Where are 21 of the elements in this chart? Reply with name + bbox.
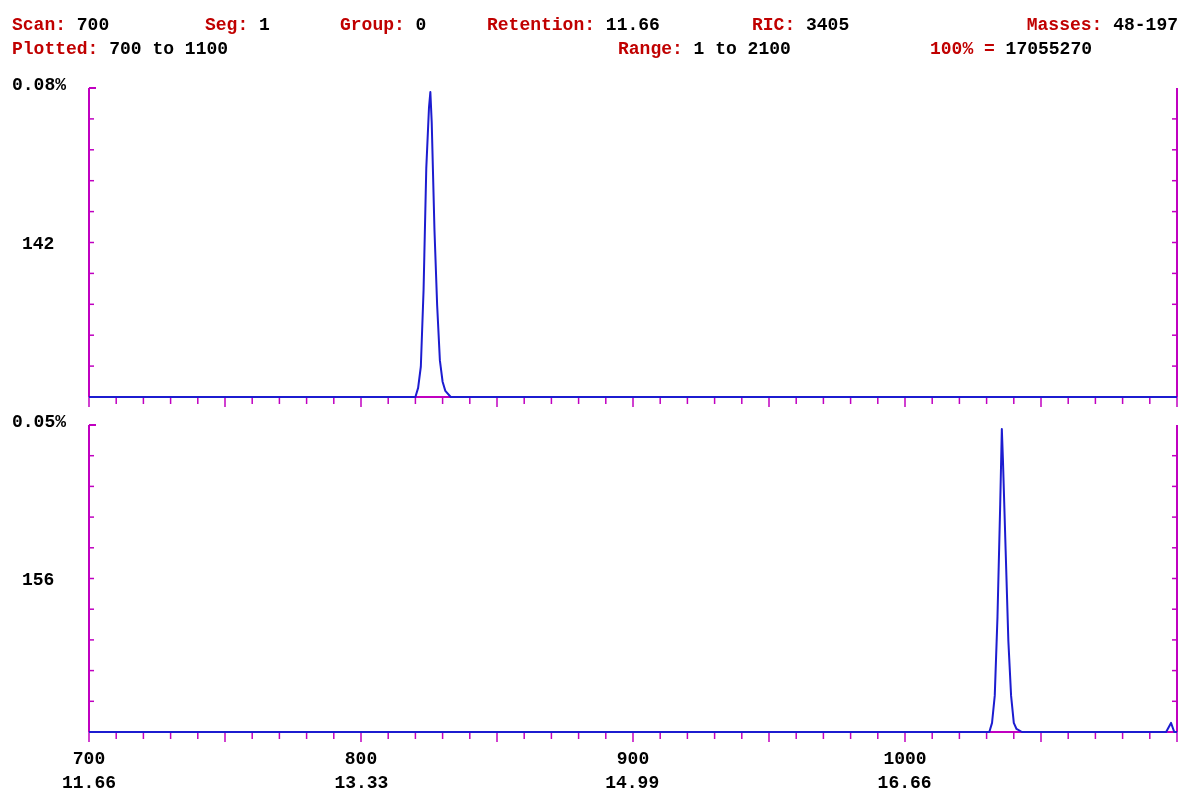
text: Plotted: 700 to 1100 — [12, 39, 229, 59]
x-tick-label: 700 — [72, 749, 106, 769]
text: Seg: 1 — [205, 15, 271, 35]
text: 100% = 17055270 — [930, 39, 1093, 59]
x-tick-label: 900 — [616, 749, 650, 769]
y-axis-title: 0.08% — [12, 75, 67, 95]
y-axis-title: 0.05% — [12, 412, 67, 432]
text: 142 — [22, 233, 55, 254]
x-tick-label: 800 — [344, 749, 378, 769]
text: RIC: 3405 — [752, 15, 850, 35]
text: Scan: 700 — [12, 15, 110, 35]
x2-tick-label: 16.66 — [877, 773, 932, 793]
text: 156 — [22, 569, 55, 590]
text: Masses: 48-197 — [1026, 15, 1178, 35]
x-tick-label: 1000 — [883, 749, 927, 769]
x2-tick-label: 14.99 — [605, 773, 660, 793]
x2-tick-label: 13.33 — [334, 773, 389, 793]
text: Retention: 11.66 — [487, 15, 660, 35]
text: Range: 1 to 2100 — [618, 39, 791, 59]
text: Group: 0 — [340, 15, 427, 35]
x2-tick-label: 11.66 — [61, 773, 117, 793]
